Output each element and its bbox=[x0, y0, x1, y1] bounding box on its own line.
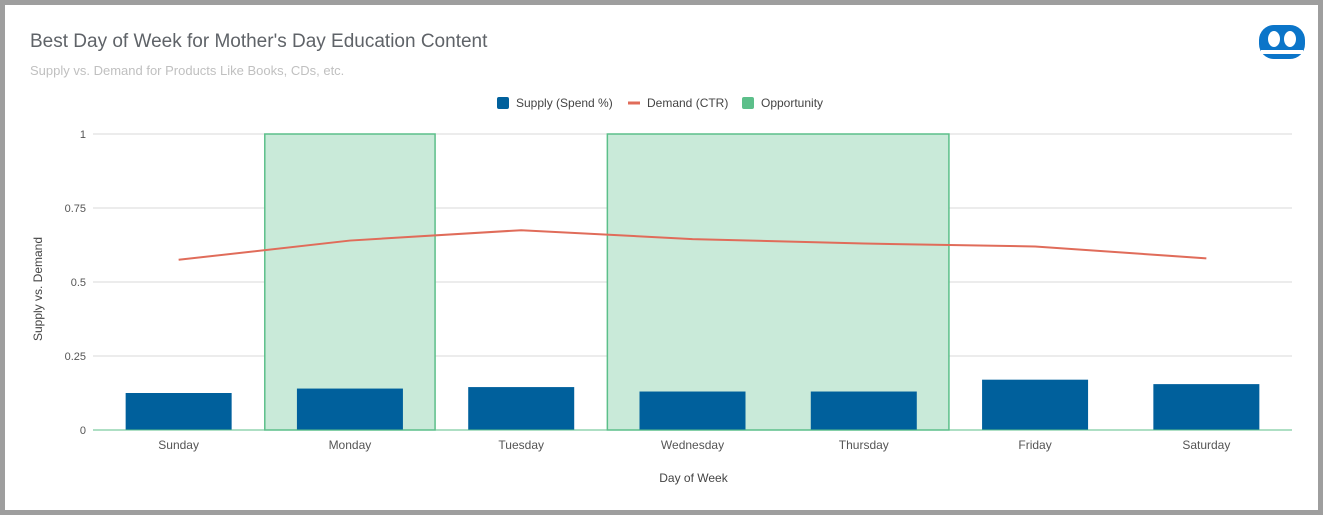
x-tick-label: Monday bbox=[329, 438, 372, 452]
legend-label: Supply (Spend %) bbox=[516, 96, 613, 110]
y-tick-label: 0.75 bbox=[65, 203, 86, 215]
y-tick-label: 1 bbox=[80, 129, 86, 141]
supply-bar bbox=[639, 391, 746, 430]
x-tick-label: Wednesday bbox=[661, 438, 724, 452]
legend-label: Opportunity bbox=[761, 96, 823, 110]
opportunity-area bbox=[606, 133, 950, 431]
supply-bar bbox=[296, 388, 403, 430]
supply-bar bbox=[982, 379, 1089, 430]
y-tick-label: 0.5 bbox=[71, 277, 86, 289]
x-tick-label: Friday bbox=[1018, 438, 1051, 452]
legend-swatch bbox=[742, 97, 754, 109]
legend-label: Demand (CTR) bbox=[647, 96, 728, 110]
x-tick-label: Thursday bbox=[839, 438, 889, 452]
supply-bar bbox=[125, 393, 232, 430]
chart-subtitle: Supply vs. Demand for Products Like Book… bbox=[30, 63, 345, 78]
opportunity-area bbox=[264, 133, 436, 431]
x-tick-label: Saturday bbox=[1182, 438, 1230, 452]
y-tick-label: 0.25 bbox=[65, 351, 86, 363]
supply-bar bbox=[468, 387, 575, 430]
legend-swatch bbox=[497, 97, 509, 109]
y-axis-title: Supply vs. Demand bbox=[31, 237, 45, 341]
chart-title: Best Day of Week for Mother's Day Educat… bbox=[30, 31, 488, 52]
x-axis-title: Day of Week bbox=[659, 471, 728, 485]
x-tick-label: Tuesday bbox=[498, 438, 544, 452]
supply-bar bbox=[1153, 384, 1260, 430]
smiley-face-icon bbox=[1259, 25, 1305, 59]
x-tick-label: Sunday bbox=[158, 438, 199, 452]
supply-bar bbox=[810, 391, 917, 430]
y-tick-label: 0 bbox=[80, 425, 86, 437]
